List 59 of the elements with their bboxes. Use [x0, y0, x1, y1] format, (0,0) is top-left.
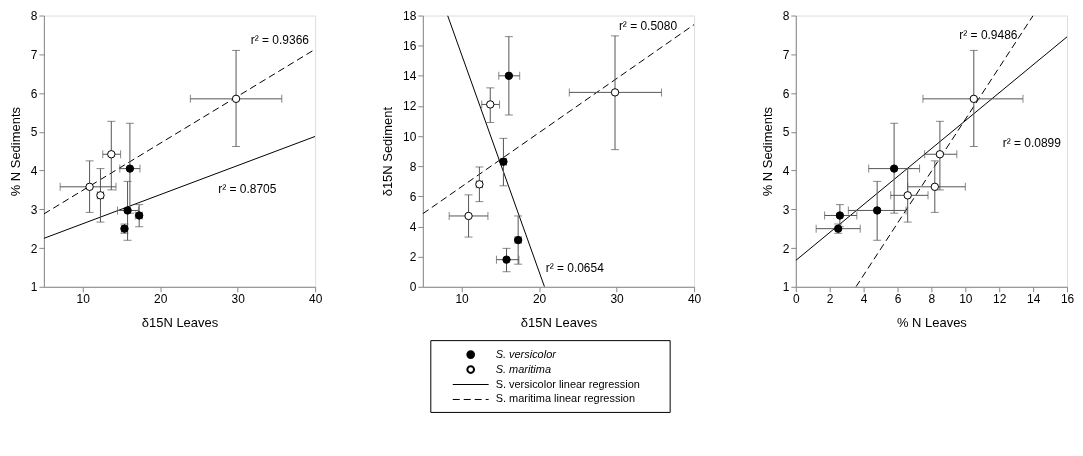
- x-tick-label: 16: [1060, 292, 1075, 307]
- y-tick-label: 8: [409, 159, 417, 174]
- y-tick-label: 8: [782, 9, 790, 24]
- x-tick-label: 8: [928, 292, 936, 307]
- y-tick-label: 8: [30, 9, 38, 24]
- y-tick-label: 2: [782, 241, 790, 256]
- legend-label: S. maritima linear regression: [495, 392, 636, 405]
- y-tick-label: 14: [403, 69, 417, 84]
- annotation: r² = 0.8705: [218, 182, 277, 197]
- annotation: r² = 0.0654: [545, 260, 605, 275]
- y-tick-label: 5: [782, 125, 790, 140]
- y-tick-label: 4: [409, 219, 417, 234]
- y-tick-label: 2: [30, 241, 38, 256]
- y-tick-label: 3: [30, 202, 38, 217]
- y-tick-label: 3: [782, 202, 790, 217]
- y-axis-title: δ15N Sediment: [380, 106, 396, 197]
- x-tick-label: 40: [308, 292, 323, 307]
- y-tick-label: 16: [403, 39, 417, 54]
- y-tick-label: 18: [403, 9, 417, 24]
- x-axis-title: % N Leaves: [897, 315, 968, 331]
- y-axis-title: % N Sediments: [7, 106, 23, 197]
- x-tick-label: 30: [231, 292, 246, 307]
- x-axis-title: δ15N Leaves: [141, 315, 219, 331]
- y-tick-label: 2: [409, 250, 417, 265]
- legend-label: S. maritima: [495, 362, 552, 375]
- x-tick-label: 2: [826, 292, 834, 307]
- y-tick-label: 4: [30, 164, 38, 179]
- x-tick-label: 30: [610, 292, 625, 307]
- x-tick-label: 20: [153, 292, 168, 307]
- x-tick-label: 4: [860, 292, 868, 307]
- y-tick-label: 10: [403, 129, 417, 144]
- x-tick-label: 40: [687, 292, 702, 307]
- y-tick-label: 4: [782, 164, 790, 179]
- annotation: r² = 0.9366: [250, 32, 310, 47]
- annotation: r² = 0.5080: [618, 19, 678, 34]
- y-axis-title: % N Sediments: [759, 106, 775, 197]
- x-tick-label: 6: [894, 292, 902, 307]
- y-tick-label: 6: [409, 189, 417, 204]
- y-tick-label: 7: [30, 47, 38, 62]
- x-tick-label: 20: [532, 292, 547, 307]
- annotation: r² = 0.9486: [959, 27, 1018, 42]
- x-tick-label: 10: [455, 292, 470, 307]
- y-tick-label: 1: [782, 280, 790, 295]
- x-tick-label: 10: [76, 292, 91, 307]
- y-tick-label: 12: [403, 99, 417, 114]
- legend-label: S. versicolor: [495, 347, 558, 360]
- y-tick-label: 0: [409, 280, 417, 295]
- y-tick-label: 7: [782, 47, 790, 62]
- y-tick-label: 5: [30, 125, 38, 140]
- y-tick-label: 6: [782, 86, 790, 101]
- y-tick-label: 1: [30, 280, 38, 295]
- x-axis-title: δ15N Leaves: [520, 315, 598, 331]
- x-tick-label: 14: [1026, 292, 1041, 307]
- y-tick-label: 6: [30, 86, 38, 101]
- x-tick-label: 0: [792, 292, 800, 307]
- x-tick-label: 12: [993, 292, 1007, 307]
- annotation: r² = 0.0899: [1002, 136, 1062, 151]
- legend-label: S. versicolor linear regression: [495, 377, 640, 390]
- x-tick-label: 10: [959, 292, 973, 307]
